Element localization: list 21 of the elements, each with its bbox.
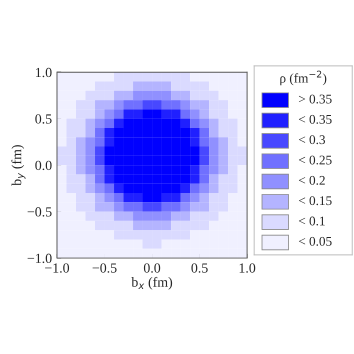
x-axis-title: b$_{x}$ (fm) xyxy=(131,276,172,290)
x-tick-label: 0.5 xyxy=(191,263,208,273)
x-tick-label: 0.0 xyxy=(144,263,160,273)
y-tick-label: 0.0 xyxy=(35,160,52,170)
color-bar-label: < 0.15 xyxy=(298,196,332,206)
color-bar-label: < 0.05 xyxy=(298,236,332,246)
color-bar-title: ρ (fm$^{−2}$) xyxy=(280,70,326,86)
color-bar-label: < 0.3 xyxy=(298,135,326,144)
y-tick-label: 0.5 xyxy=(35,114,52,124)
color-bar-label: < 0.35 xyxy=(298,114,332,124)
x-tick-label: 1.0 xyxy=(240,263,256,273)
color-bar-label: > 0.35 xyxy=(298,94,332,104)
y-tick-label: 1.0 xyxy=(36,68,52,78)
color-bar-label: < 0.25 xyxy=(298,156,332,165)
color-bar-label: < 0.1 xyxy=(298,216,325,226)
y-tick-label: −1.0 xyxy=(28,254,52,264)
color-bar-label: < 0.2 xyxy=(298,176,325,185)
x-tick-label: −0.5 xyxy=(92,263,117,273)
x-tick-label: −1.0 xyxy=(45,263,70,273)
y-axis-title: b$_{y}$ (fm) xyxy=(11,145,26,186)
y-tick-label: −0.5 xyxy=(28,207,52,217)
